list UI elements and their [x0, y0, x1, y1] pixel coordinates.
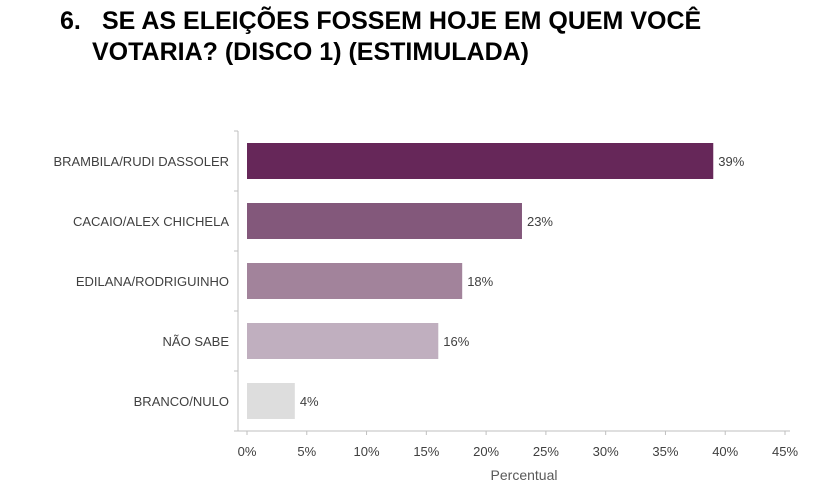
x-tick-label: 0% — [238, 444, 257, 459]
value-label: 23% — [527, 214, 553, 229]
value-label: 18% — [467, 274, 493, 289]
category-label: EDILANA/RODRIGUINHO — [76, 274, 229, 289]
bar — [247, 263, 463, 299]
question-number: 6. — [60, 7, 81, 35]
bar — [247, 143, 714, 179]
category-label: CACAIO/ALEX CHICHELA — [73, 214, 229, 229]
x-tick-label: 40% — [712, 444, 738, 459]
title-line-1: SE AS ELEIÇÕES FOSSEM HOJE EM QUEM VOCÊ — [102, 7, 702, 35]
category-label: BRAMBILA/RUDI DASSOLER — [53, 154, 229, 169]
value-label: 39% — [718, 154, 744, 169]
x-tick-label: 25% — [533, 444, 559, 459]
x-tick-label: 15% — [413, 444, 439, 459]
bar — [247, 203, 522, 239]
value-label: 16% — [443, 334, 469, 349]
title-line-2: VOTARIA? (DISCO 1) (ESTIMULADA) — [92, 38, 530, 66]
bar — [247, 323, 439, 359]
x-tick-label: 35% — [652, 444, 678, 459]
value-label: 4% — [300, 394, 319, 409]
x-tick-label: 20% — [473, 444, 499, 459]
category-label: NÃO SABE — [163, 334, 230, 349]
x-tick-label: 30% — [593, 444, 619, 459]
chart-title: 6. SE AS ELEIÇÕES FOSSEM HOJE EM QUEM VOC… — [60, 6, 820, 68]
x-tick-label: 45% — [772, 444, 798, 459]
x-axis-title: Percentual — [491, 467, 558, 483]
category-label: BRANCO/NULO — [134, 394, 229, 409]
bar — [247, 383, 295, 419]
x-tick-label: 10% — [354, 444, 380, 459]
x-tick-label: 5% — [297, 444, 316, 459]
